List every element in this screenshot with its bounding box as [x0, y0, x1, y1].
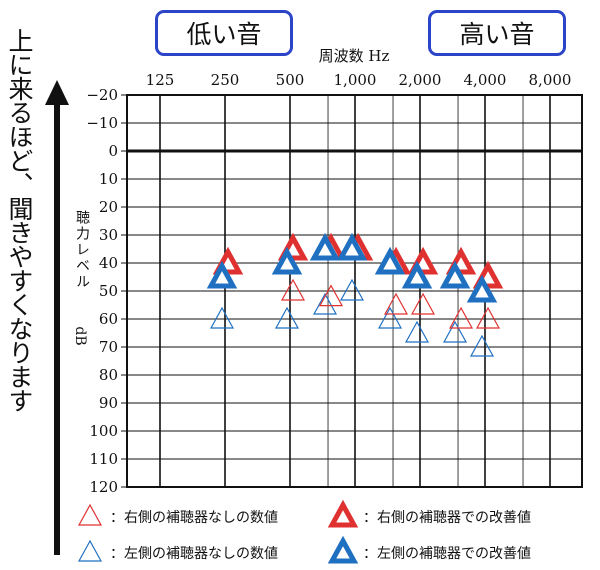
- x-tick-label: 8,000: [529, 71, 572, 89]
- y-tick-label: 70: [99, 338, 118, 356]
- y-tick-label: 60: [99, 310, 118, 328]
- data-point-marker: [384, 292, 409, 315]
- x-tick-label: 2,000: [399, 71, 442, 89]
- x-tick-label: 250: [211, 71, 240, 89]
- data-point-marker: [280, 278, 306, 301]
- legend-label: ：左側の補聴器での改善値: [363, 546, 531, 562]
- up-arrow-head: [45, 80, 69, 105]
- x-tick-label: 4,000: [464, 71, 507, 89]
- sidebar: 上に来るほど、聞きやすくなります: [4, 28, 34, 548]
- x-tick-label: 125: [146, 71, 175, 89]
- legend-marker-icon: [327, 499, 359, 528]
- y-tick-label: 0: [108, 142, 118, 160]
- data-point-marker: [319, 284, 344, 307]
- y-tick-label: −20: [86, 86, 118, 104]
- data-point-marker: [443, 320, 468, 343]
- y-tick-label: 100: [89, 422, 118, 440]
- data-point-marker: [475, 306, 501, 329]
- legend-marker-icon: [327, 535, 359, 564]
- y-tick-label: 30: [99, 226, 118, 244]
- data-point-marker: [466, 274, 498, 303]
- y-tick-label: 120: [89, 478, 118, 496]
- y-axis-label: 聴力レベル: [74, 210, 90, 290]
- x-tick-label: 500: [276, 71, 305, 89]
- data-point-marker: [410, 292, 436, 315]
- legend-marker-icon: [77, 503, 103, 526]
- high-sound-text: 高い音: [459, 20, 535, 49]
- data-point-marker: [336, 232, 368, 261]
- data-point-marker: [449, 306, 474, 329]
- data-point-marker: [404, 320, 430, 343]
- x-axis-label: 周波数 Hz: [319, 47, 390, 65]
- data-point-marker: [274, 306, 300, 329]
- legend-marker-icon: [77, 539, 103, 562]
- legend-label: ：右側の補聴器での改善値: [363, 510, 531, 526]
- data-point-marker: [271, 246, 303, 275]
- legend-entry: ：右側の補聴器での改善値: [327, 499, 531, 528]
- y-tick-label: 80: [99, 366, 118, 384]
- data-point-marker: [339, 278, 365, 301]
- data-point-marker: [439, 260, 471, 289]
- y-tick-label: 50: [99, 282, 118, 300]
- sidebar-caption: 上に来るほど、聞きやすくなります: [5, 28, 34, 412]
- low-sound-label: 低い音: [155, 10, 293, 56]
- legend-entry: ：左側の補聴器での改善値: [327, 535, 531, 564]
- data-point-marker: [469, 334, 495, 357]
- low-sound-text: 低い音: [186, 20, 262, 49]
- y-tick-label: 40: [99, 254, 118, 272]
- data-point-marker: [309, 232, 341, 261]
- data-point-marker: [378, 306, 403, 329]
- data-point-marker: [374, 246, 406, 275]
- legend-entry: ：左側の補聴器なしの数値: [77, 539, 278, 562]
- data-point-marker: [209, 306, 235, 329]
- legend-entry: ：右側の補聴器なしの数値: [77, 503, 278, 526]
- y-tick-label: 90: [99, 394, 118, 412]
- data-point-marker: [401, 260, 433, 289]
- y-tick-label: 110: [89, 450, 118, 468]
- y-tick-label: 20: [99, 198, 118, 216]
- data-point-marker: [206, 260, 238, 289]
- y-tick-label: 10: [99, 170, 118, 188]
- data-point-marker: [313, 292, 338, 315]
- legend-label: ：左側の補聴器なしの数値: [110, 546, 278, 562]
- legend-label: ：右側の補聴器なしの数値: [110, 510, 278, 526]
- x-tick-label: 1,000: [334, 71, 377, 89]
- y-axis-unit: dB: [72, 326, 88, 345]
- high-sound-label: 高い音: [428, 10, 566, 56]
- y-tick-label: −10: [86, 114, 118, 132]
